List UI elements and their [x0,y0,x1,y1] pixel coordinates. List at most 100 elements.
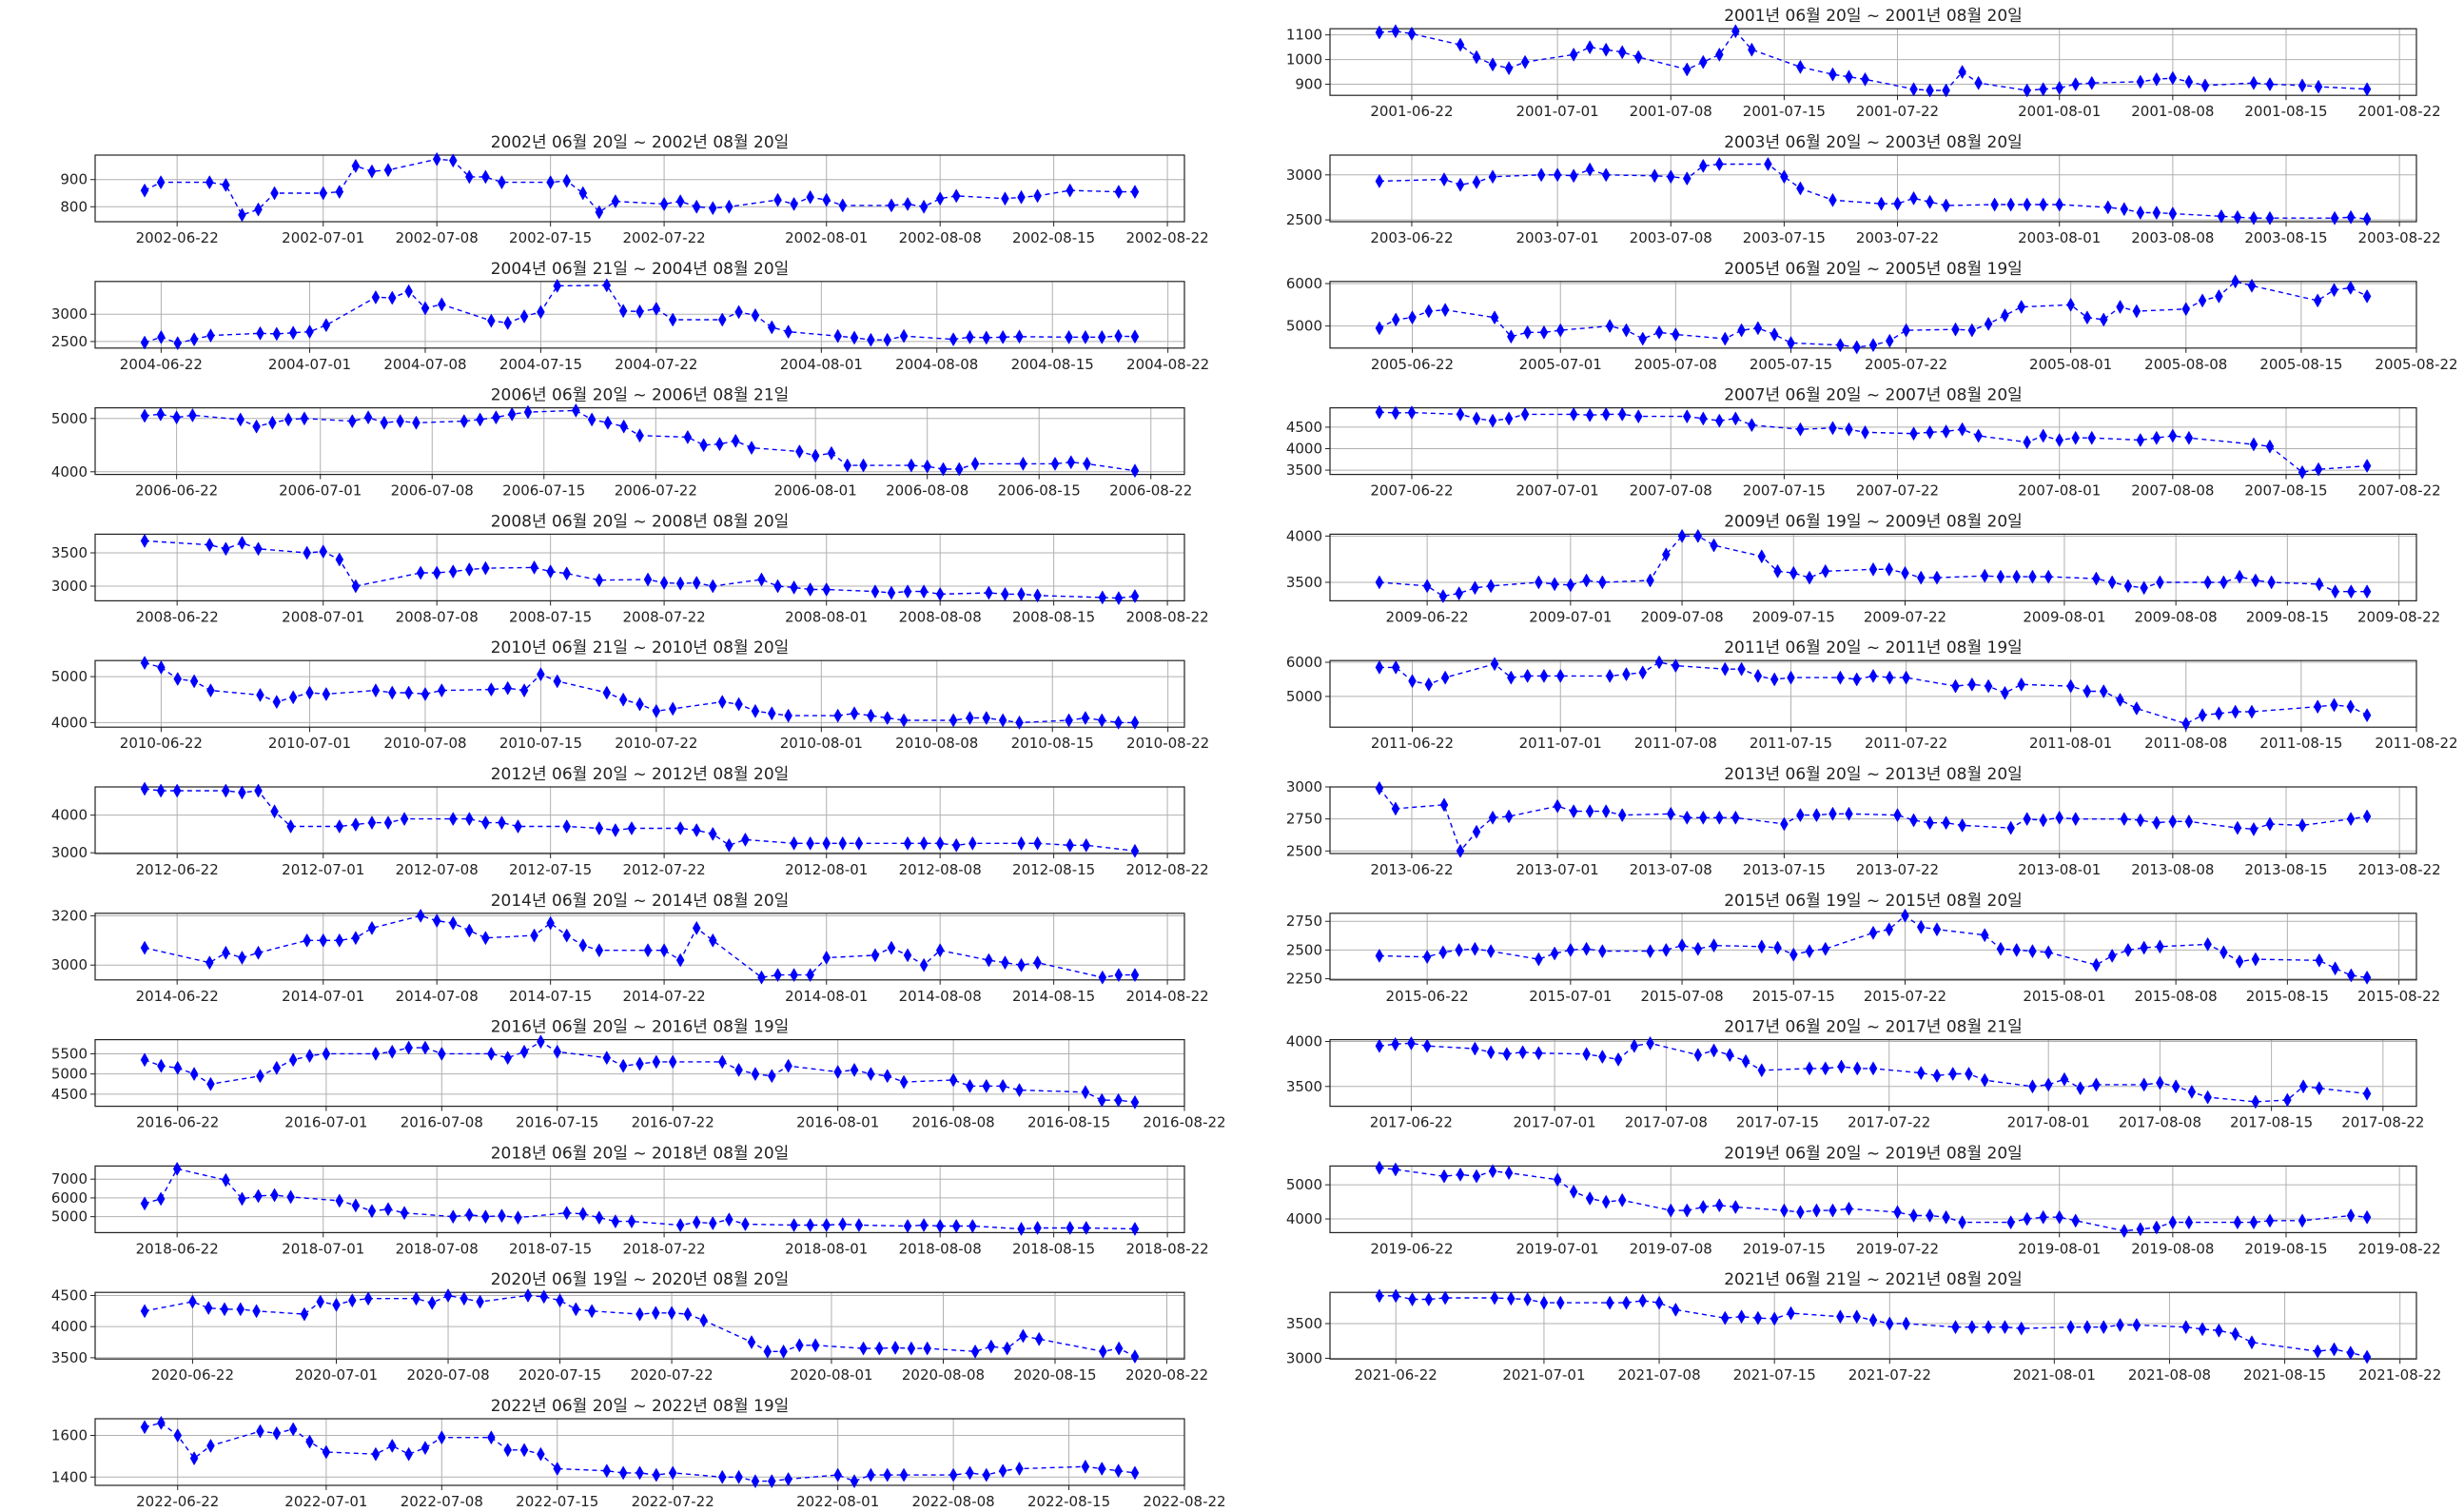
data-point-marker [2123,942,2133,957]
data-point-marker [1773,563,1782,579]
data-point-marker [351,931,361,946]
data-point-marker [1539,324,1549,340]
data-point-marker [1566,578,1575,593]
data-point-marker [1097,1461,1106,1477]
data-point-marker [537,1446,545,1462]
data-point-marker [2116,1317,2124,1332]
data-point-marker [1828,421,1837,436]
data-point-marker [1845,422,1853,437]
data-point-marker [675,194,685,209]
data-point-marker [784,708,792,723]
data-point-marker [2362,1349,2372,1365]
data-point-marker [636,1306,644,1322]
data-point-marker [1472,824,1481,839]
data-point-marker [1868,1061,1878,1076]
data-point-marker [2099,684,2108,699]
data-point-marker [1439,172,1449,187]
x-tick-label: 2022-07-15 [516,1493,598,1510]
data-point-marker [1456,177,1465,192]
data-point-marker [222,541,230,557]
subplot-12: 2012-06-22 2012-07-01 2012-07-08 2012-07-15… [51,765,1209,878]
x-tick-label: 2006-07-01 [279,482,362,500]
x-tick-label: 2016-07-22 [632,1114,714,1131]
x-tick-label: 2005-07-08 [1634,356,1717,373]
data-point-marker [659,196,669,211]
data-point-marker [1130,843,1140,858]
x-tick-label: 2011-08-08 [2144,735,2227,752]
data-point-marker [887,940,896,955]
x-tick-label: 2009-07-22 [1864,608,1946,625]
data-point-marker [1034,1331,1044,1346]
y-tick-label: 3000 [51,956,88,973]
data-point-marker [1909,426,1918,442]
data-point-marker [1885,922,1894,937]
subplot-title: 2021년 06월 21일 ~ 2021년 08월 20일 [1724,1270,2023,1289]
data-point-marker [935,191,945,206]
x-tick-label: 2013-07-08 [1630,861,1712,878]
data-point-marker [939,461,948,477]
data-point-marker [514,819,522,835]
data-point-marker [1504,411,1514,426]
data-point-marker [1566,942,1575,957]
data-point-marker [1507,670,1516,685]
data-point-marker [1942,423,1950,439]
data-point-marker [643,572,653,587]
data-point-marker [270,186,279,201]
data-point-marker [767,1069,776,1084]
data-point-marker [1407,405,1417,421]
data-point-marker [157,1415,166,1430]
data-point-marker [2298,1079,2308,1094]
data-point-marker [1852,672,1861,687]
y-tick-label: 6000 [51,1189,88,1207]
data-point-marker [2249,437,2259,452]
x-tick-label: 2014-07-08 [396,988,479,1005]
data-point-marker [2140,1077,2148,1092]
x-tick-label: 2021-08-08 [2128,1366,2211,1384]
data-point-marker [1773,940,1782,955]
data-point-marker [1504,61,1514,76]
data-point-marker [838,835,848,851]
data-point-marker [1622,323,1631,338]
data-point-marker [1845,1201,1853,1216]
data-point-marker [157,329,166,344]
y-tick-label: 3500 [1286,1315,1322,1332]
x-tick-label: 2016-08-08 [912,1114,995,1131]
x-tick-label: 2002-08-22 [1125,229,1208,246]
data-point-marker [903,835,912,851]
data-point-marker [951,837,961,853]
x-tick-label: 2017-07-22 [1848,1114,1930,1131]
data-point-marker [982,330,991,345]
x-tick-label: 2004-08-08 [895,356,978,373]
data-point-marker [1456,37,1465,52]
data-point-marker [1438,589,1448,604]
data-point-marker [2362,1209,2372,1225]
data-point-marker [725,199,733,214]
data-point-marker [899,328,909,344]
data-point-marker [1757,1063,1767,1078]
x-tick-label: 2007-08-22 [2358,482,2441,500]
data-point-marker [1646,573,1654,588]
x-tick-label: 2018-07-08 [396,1240,479,1257]
y-tick-label: 1100 [1286,27,1322,44]
data-point-marker [854,835,864,851]
data-point-marker [2168,814,2178,829]
data-point-marker [2071,430,2081,445]
x-tick-label: 2007-07-08 [1630,482,1712,500]
subplot-11: 2011-06-22 2011-07-01 2011-07-08 2011-07-15… [1286,638,2458,752]
data-point-marker [492,410,500,425]
data-point-marker [1130,968,1140,983]
data-point-marker [1066,455,1076,470]
data-point-marker [2231,704,2239,719]
data-point-marker [618,1058,628,1073]
data-point-marker [2107,575,2117,590]
data-point-marker [1932,1068,1942,1083]
data-point-marker [951,188,961,204]
data-point-marker [751,1474,760,1489]
data-point-marker [1974,75,1983,90]
data-point-marker [236,412,245,427]
data-point-marker [420,301,430,316]
data-point-marker [1731,411,1740,426]
data-point-marker [773,192,782,207]
data-point-marker [404,685,413,700]
data-point-marker [188,407,197,422]
